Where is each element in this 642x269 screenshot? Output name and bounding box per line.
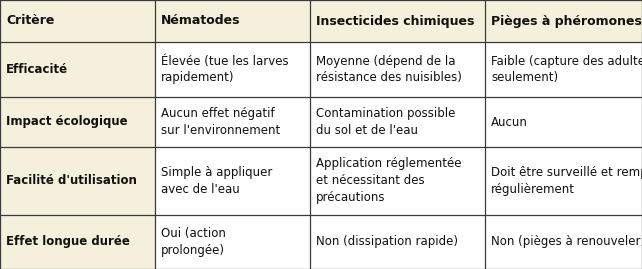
Bar [310, 97, 485, 147]
Text: Critère: Critère [6, 15, 55, 27]
Bar [155, 97, 310, 147]
Text: Simple à appliquer
avec de l'eau: Simple à appliquer avec de l'eau [161, 166, 272, 196]
Text: Efficacité: Efficacité [6, 63, 68, 76]
Bar [155, 147, 310, 215]
Bar [485, 215, 642, 269]
Text: Aucun: Aucun [491, 115, 528, 129]
Bar [310, 147, 485, 215]
Text: Insecticides chimiques: Insecticides chimiques [316, 15, 474, 27]
Bar [155, 0, 310, 42]
Bar [310, 0, 485, 42]
Text: Impact écologique: Impact écologique [6, 115, 128, 129]
Text: Élevée (tue les larves
rapidement): Élevée (tue les larves rapidement) [161, 55, 289, 84]
Bar [0, 97, 155, 147]
Text: Moyenne (dépend de la
résistance des nuisibles): Moyenne (dépend de la résistance des nui… [316, 55, 462, 84]
Text: Aucun effet négatif
sur l'environnement: Aucun effet négatif sur l'environnement [161, 107, 281, 137]
Text: Nématodes: Nématodes [161, 15, 241, 27]
Bar [155, 215, 310, 269]
Text: Faible (capture des adultes
seulement): Faible (capture des adultes seulement) [491, 55, 642, 84]
Bar [0, 215, 155, 269]
Text: Doit être surveillé et remplacé
régulièrement: Doit être surveillé et remplacé régulièr… [491, 166, 642, 196]
Text: Pièges à phéromones: Pièges à phéromones [491, 15, 642, 27]
Bar [0, 42, 155, 97]
Bar [485, 0, 642, 42]
Text: Application réglementée
et nécessitant des
précautions: Application réglementée et nécessitant d… [316, 158, 462, 204]
Bar [310, 215, 485, 269]
Text: Facilité d'utilisation: Facilité d'utilisation [6, 175, 137, 187]
Text: Non (dissipation rapide): Non (dissipation rapide) [316, 235, 458, 249]
Bar [310, 42, 485, 97]
Text: Effet longue durée: Effet longue durée [6, 235, 130, 249]
Bar [485, 97, 642, 147]
Bar [485, 42, 642, 97]
Bar [485, 147, 642, 215]
Bar [0, 0, 155, 42]
Bar [0, 147, 155, 215]
Text: Oui (action
prolongée): Oui (action prolongée) [161, 227, 226, 257]
Bar [155, 42, 310, 97]
Text: Non (pièges à renouveler): Non (pièges à renouveler) [491, 235, 642, 249]
Text: Contamination possible
du sol et de l'eau: Contamination possible du sol et de l'ea… [316, 107, 455, 137]
